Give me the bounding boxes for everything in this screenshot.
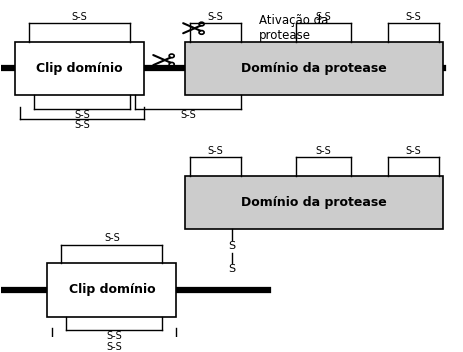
Bar xyxy=(186,42,443,95)
Text: S-S: S-S xyxy=(406,12,421,22)
Bar xyxy=(186,176,443,230)
Text: S-S: S-S xyxy=(104,233,120,243)
Text: S-S: S-S xyxy=(406,146,421,156)
Text: Ativação da
protease: Ativação da protease xyxy=(259,14,328,42)
Text: Domínio da protease: Domínio da protease xyxy=(242,196,387,209)
Text: S-S: S-S xyxy=(74,120,90,130)
Text: S-S: S-S xyxy=(74,110,90,120)
Bar xyxy=(15,42,144,95)
Text: Domínio da protease: Domínio da protease xyxy=(242,62,387,75)
Text: Clip domínio: Clip domínio xyxy=(69,283,155,296)
Text: S: S xyxy=(228,264,235,274)
Text: S-S: S-S xyxy=(316,12,332,22)
Text: S-S: S-S xyxy=(106,332,122,341)
Bar xyxy=(47,263,176,317)
Text: S-S: S-S xyxy=(180,110,196,120)
Text: S-S: S-S xyxy=(207,12,223,22)
Text: S: S xyxy=(228,241,235,251)
Text: S-S: S-S xyxy=(72,12,88,22)
Text: S-S: S-S xyxy=(106,341,122,352)
Text: Clip domínio: Clip domínio xyxy=(36,62,123,75)
Text: S-S: S-S xyxy=(316,146,332,156)
Text: S-S: S-S xyxy=(207,146,223,156)
